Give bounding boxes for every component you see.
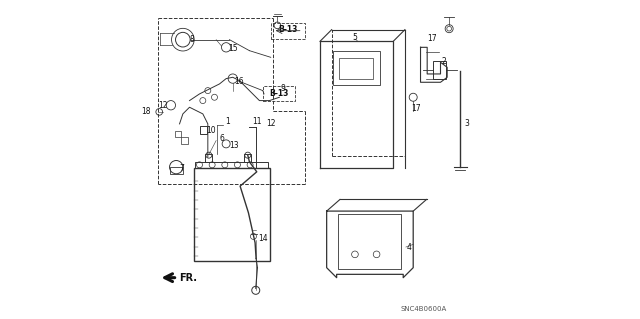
Text: B-13: B-13 [278, 25, 298, 34]
Text: 12: 12 [158, 101, 168, 110]
Text: 14: 14 [258, 234, 268, 243]
Text: SNC4B0600A: SNC4B0600A [401, 306, 447, 312]
Text: 16: 16 [235, 78, 244, 86]
Bar [193, 168, 270, 261]
Bar [271, 23, 305, 39]
Bar [339, 58, 373, 78]
Bar [200, 126, 207, 134]
Text: 9: 9 [280, 84, 285, 93]
Text: 17: 17 [428, 34, 437, 43]
Bar [195, 162, 268, 168]
Bar [433, 61, 447, 78]
Text: 5: 5 [353, 33, 357, 42]
Text: 4: 4 [407, 242, 412, 252]
Bar [205, 154, 212, 162]
Text: 10: 10 [206, 126, 216, 135]
Bar [181, 137, 188, 144]
Text: FR.: FR. [180, 273, 198, 283]
Bar [263, 86, 296, 100]
Text: B-13: B-13 [269, 89, 289, 98]
Text: 1: 1 [225, 117, 230, 126]
Bar [170, 167, 183, 174]
Text: 13: 13 [229, 141, 239, 150]
Bar [175, 130, 181, 137]
Text: 6: 6 [220, 134, 224, 143]
Text: 7: 7 [180, 164, 184, 173]
Text: 12: 12 [266, 119, 275, 128]
Text: 18: 18 [141, 108, 151, 116]
Bar [333, 51, 380, 85]
Text: 8: 8 [189, 35, 195, 44]
Text: 3: 3 [465, 119, 470, 128]
Text: 2: 2 [442, 57, 446, 66]
Text: 11: 11 [253, 117, 262, 126]
Text: 17: 17 [411, 104, 420, 113]
Bar [244, 154, 252, 162]
Bar [339, 214, 401, 269]
Text: 15: 15 [228, 44, 237, 53]
